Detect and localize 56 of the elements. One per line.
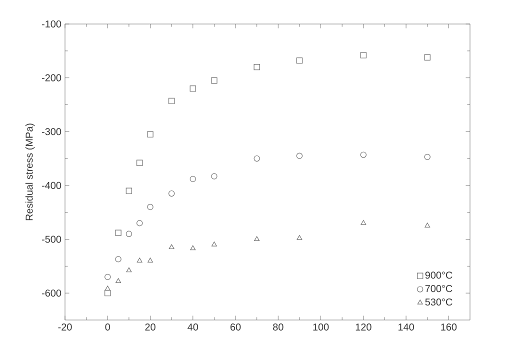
- x-tick-label: 160: [441, 324, 457, 331]
- point: [360, 52, 367, 58]
- legend-label: 900°C: [425, 272, 452, 279]
- x-tick-label: 60: [230, 324, 241, 331]
- point: [211, 77, 218, 84]
- point: [115, 256, 122, 262]
- point: [104, 286, 110, 290]
- point: [116, 278, 122, 283]
- point: [211, 242, 217, 246]
- point: [136, 258, 142, 262]
- point: [254, 236, 260, 241]
- point: [211, 173, 218, 180]
- point: [148, 258, 153, 262]
- y-tick-label: -600: [42, 290, 62, 297]
- point: [190, 85, 196, 92]
- legend-label: 700°C: [425, 285, 452, 292]
- y-tick-label: -300: [42, 128, 62, 136]
- point: [296, 58, 303, 64]
- point: [115, 230, 122, 236]
- point: [147, 131, 154, 138]
- point: [136, 160, 143, 166]
- x-tick-label: -20: [58, 324, 72, 331]
- x-tick-label: 120: [356, 324, 372, 331]
- point: [360, 152, 367, 158]
- point: [126, 188, 132, 194]
- point: [126, 267, 132, 272]
- point: [136, 220, 143, 226]
- y-tick-label: -500: [42, 236, 62, 243]
- point: [360, 220, 366, 225]
- y-tick-label: -400: [42, 182, 62, 189]
- x-tick-label: 100: [313, 324, 329, 331]
- x-tick-label: 0: [105, 324, 110, 331]
- point: [254, 155, 260, 162]
- point: [424, 222, 430, 228]
- point: [147, 204, 154, 210]
- y-tick-label: -100: [42, 20, 62, 28]
- point: [168, 98, 175, 104]
- y-tick-label: -200: [42, 74, 62, 82]
- point: [296, 152, 303, 159]
- x-tick-label: 40: [188, 324, 198, 331]
- point: [104, 290, 111, 296]
- x-tick-label: 20: [145, 324, 156, 331]
- point: [104, 274, 111, 280]
- x-tick-label: 80: [273, 324, 284, 331]
- point: [190, 176, 196, 182]
- y-axis-title: Residual stress (MPa): [25, 124, 35, 220]
- point: [168, 244, 174, 250]
- point: [190, 245, 196, 250]
- point: [424, 154, 430, 160]
- legend-label: 530°C: [425, 298, 452, 306]
- point: [254, 64, 260, 70]
- point: [168, 190, 175, 197]
- point: [296, 235, 302, 240]
- x-tick-label: 140: [398, 324, 414, 331]
- point: [126, 230, 132, 237]
- point: [424, 54, 430, 60]
